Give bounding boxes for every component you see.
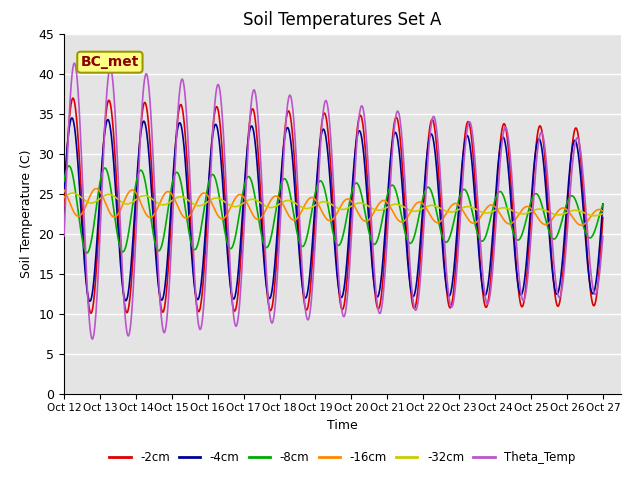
-4cm [60,190,68,196]
-8cm [589,233,596,239]
-16cm [92,186,100,192]
-32cm [60,195,68,201]
-4cm [122,298,130,303]
-8cm [267,235,275,240]
Line: -8cm: -8cm [64,166,603,253]
-32cm [291,200,298,205]
Line: -4cm: -4cm [64,118,603,301]
-2cm [87,310,95,316]
Title: Soil Temperatures Set A: Soil Temperatures Set A [243,11,442,29]
Theta_Temp [531,182,538,188]
Theta_Temp [122,321,130,326]
-2cm [60,203,68,208]
Theta_Temp [70,60,78,66]
-32cm [531,207,538,213]
-16cm [291,217,298,223]
-16cm [154,205,161,211]
Theta_Temp [267,319,275,324]
-16cm [122,195,129,201]
-4cm [68,115,76,121]
-2cm [69,95,77,101]
-16cm [577,222,585,228]
-8cm [599,202,607,207]
Theta_Temp [291,125,298,131]
-32cm [154,200,161,206]
-32cm [122,201,129,207]
-8cm [531,192,538,197]
-4cm [599,201,607,207]
-8cm [122,243,130,249]
-4cm [267,293,275,299]
-2cm [599,215,607,220]
-16cm [531,210,538,216]
-8cm [83,250,91,256]
Legend: -2cm, -4cm, -8cm, -16cm, -32cm, Theta_Temp: -2cm, -4cm, -8cm, -16cm, -32cm, Theta_Te… [104,446,580,469]
-16cm [589,211,596,217]
-32cm [599,211,607,216]
-8cm [154,247,162,253]
-2cm [267,307,275,313]
Theta_Temp [589,283,596,289]
Text: BC_met: BC_met [81,55,139,69]
X-axis label: Time: Time [327,419,358,432]
-4cm [589,291,596,297]
Y-axis label: Soil Temperature (C): Soil Temperature (C) [20,149,33,278]
-2cm [122,308,130,314]
Line: -16cm: -16cm [64,189,603,225]
Line: -32cm: -32cm [64,193,603,216]
Theta_Temp [154,257,162,263]
Theta_Temp [60,233,68,239]
-16cm [60,187,68,193]
-4cm [291,179,298,185]
-2cm [291,156,298,161]
Line: -2cm: -2cm [64,98,603,313]
-2cm [531,160,538,166]
-32cm [589,213,596,218]
-4cm [86,299,93,304]
-2cm [589,301,596,307]
-8cm [291,215,298,221]
-16cm [599,208,607,214]
-8cm [60,179,68,184]
-32cm [590,213,598,219]
Theta_Temp [599,234,607,240]
-32cm [69,190,77,196]
-4cm [531,157,538,163]
-16cm [267,197,275,203]
-8cm [65,163,73,169]
Line: Theta_Temp: Theta_Temp [64,63,603,339]
-2cm [154,272,162,277]
-4cm [154,276,162,282]
Theta_Temp [88,336,96,342]
-32cm [267,205,275,211]
